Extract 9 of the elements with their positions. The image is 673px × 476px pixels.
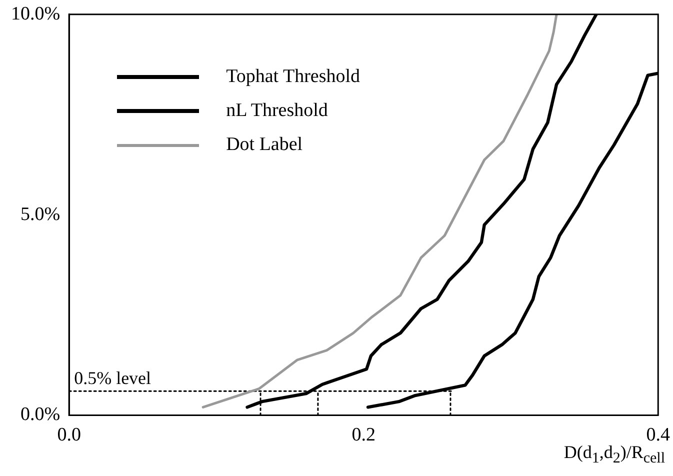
legend-label: Dot Label: [226, 134, 303, 156]
legend-label: Tophat Threshold: [226, 66, 360, 88]
y-tick-label: 0.0%: [20, 404, 60, 426]
y-tick-label: 10.0%: [11, 3, 60, 24]
y-tick-label: 5.0%: [20, 204, 60, 225]
x-tick-label: 0.2: [352, 424, 376, 446]
legend-label: nL Threshold: [226, 100, 328, 122]
x-tick-label: 0.0: [57, 424, 81, 446]
annotation: 0.5% level: [74, 368, 152, 388]
